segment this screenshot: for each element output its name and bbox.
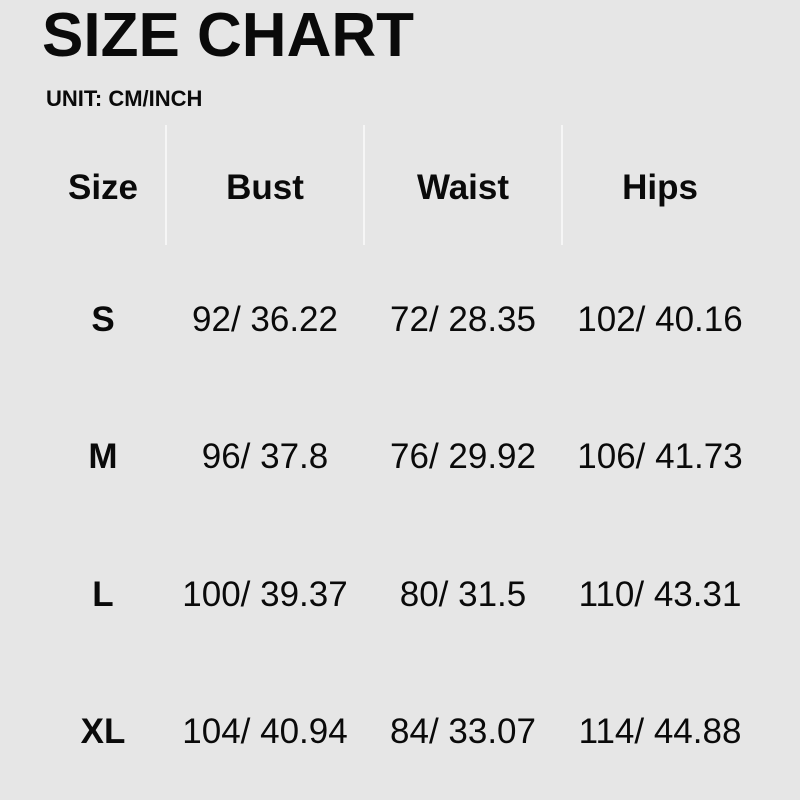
measurement-cell: 76/ 29.92: [390, 437, 536, 476]
size-label: L: [92, 575, 114, 614]
measurement-cell: 100/ 39.37: [182, 575, 348, 614]
unit-label: UNIT: CM/INCH: [46, 86, 203, 111]
measurement-cell: 80/ 31.5: [399, 575, 527, 614]
column-header: Hips: [622, 168, 698, 207]
measurement-cell: 114/ 44.88: [578, 712, 742, 751]
column-header: Bust: [226, 168, 304, 207]
measurement-cell: 92/ 36.22: [192, 300, 338, 339]
column-divider: [165, 125, 167, 245]
size-label: M: [88, 437, 118, 476]
measurement-cell: 104/ 40.94: [182, 712, 348, 751]
measurement-cell: 102/ 40.16: [577, 300, 743, 339]
column-header: Size: [67, 168, 139, 207]
measurement-cell: 84/ 33.07: [390, 712, 536, 751]
page-title: SIZE CHART: [42, 1, 414, 70]
size-label: S: [91, 300, 115, 339]
column-divider: [363, 125, 365, 245]
measurement-cell: 96/ 37.8: [201, 437, 329, 476]
column-header: Waist: [416, 168, 510, 207]
measurement-cell: 72/ 28.35: [390, 300, 536, 339]
measurement-cell: 110/ 43.31: [578, 575, 742, 614]
measurement-cell: 106/ 41.73: [577, 437, 743, 476]
column-divider: [561, 125, 563, 245]
size-label: XL: [80, 712, 126, 751]
